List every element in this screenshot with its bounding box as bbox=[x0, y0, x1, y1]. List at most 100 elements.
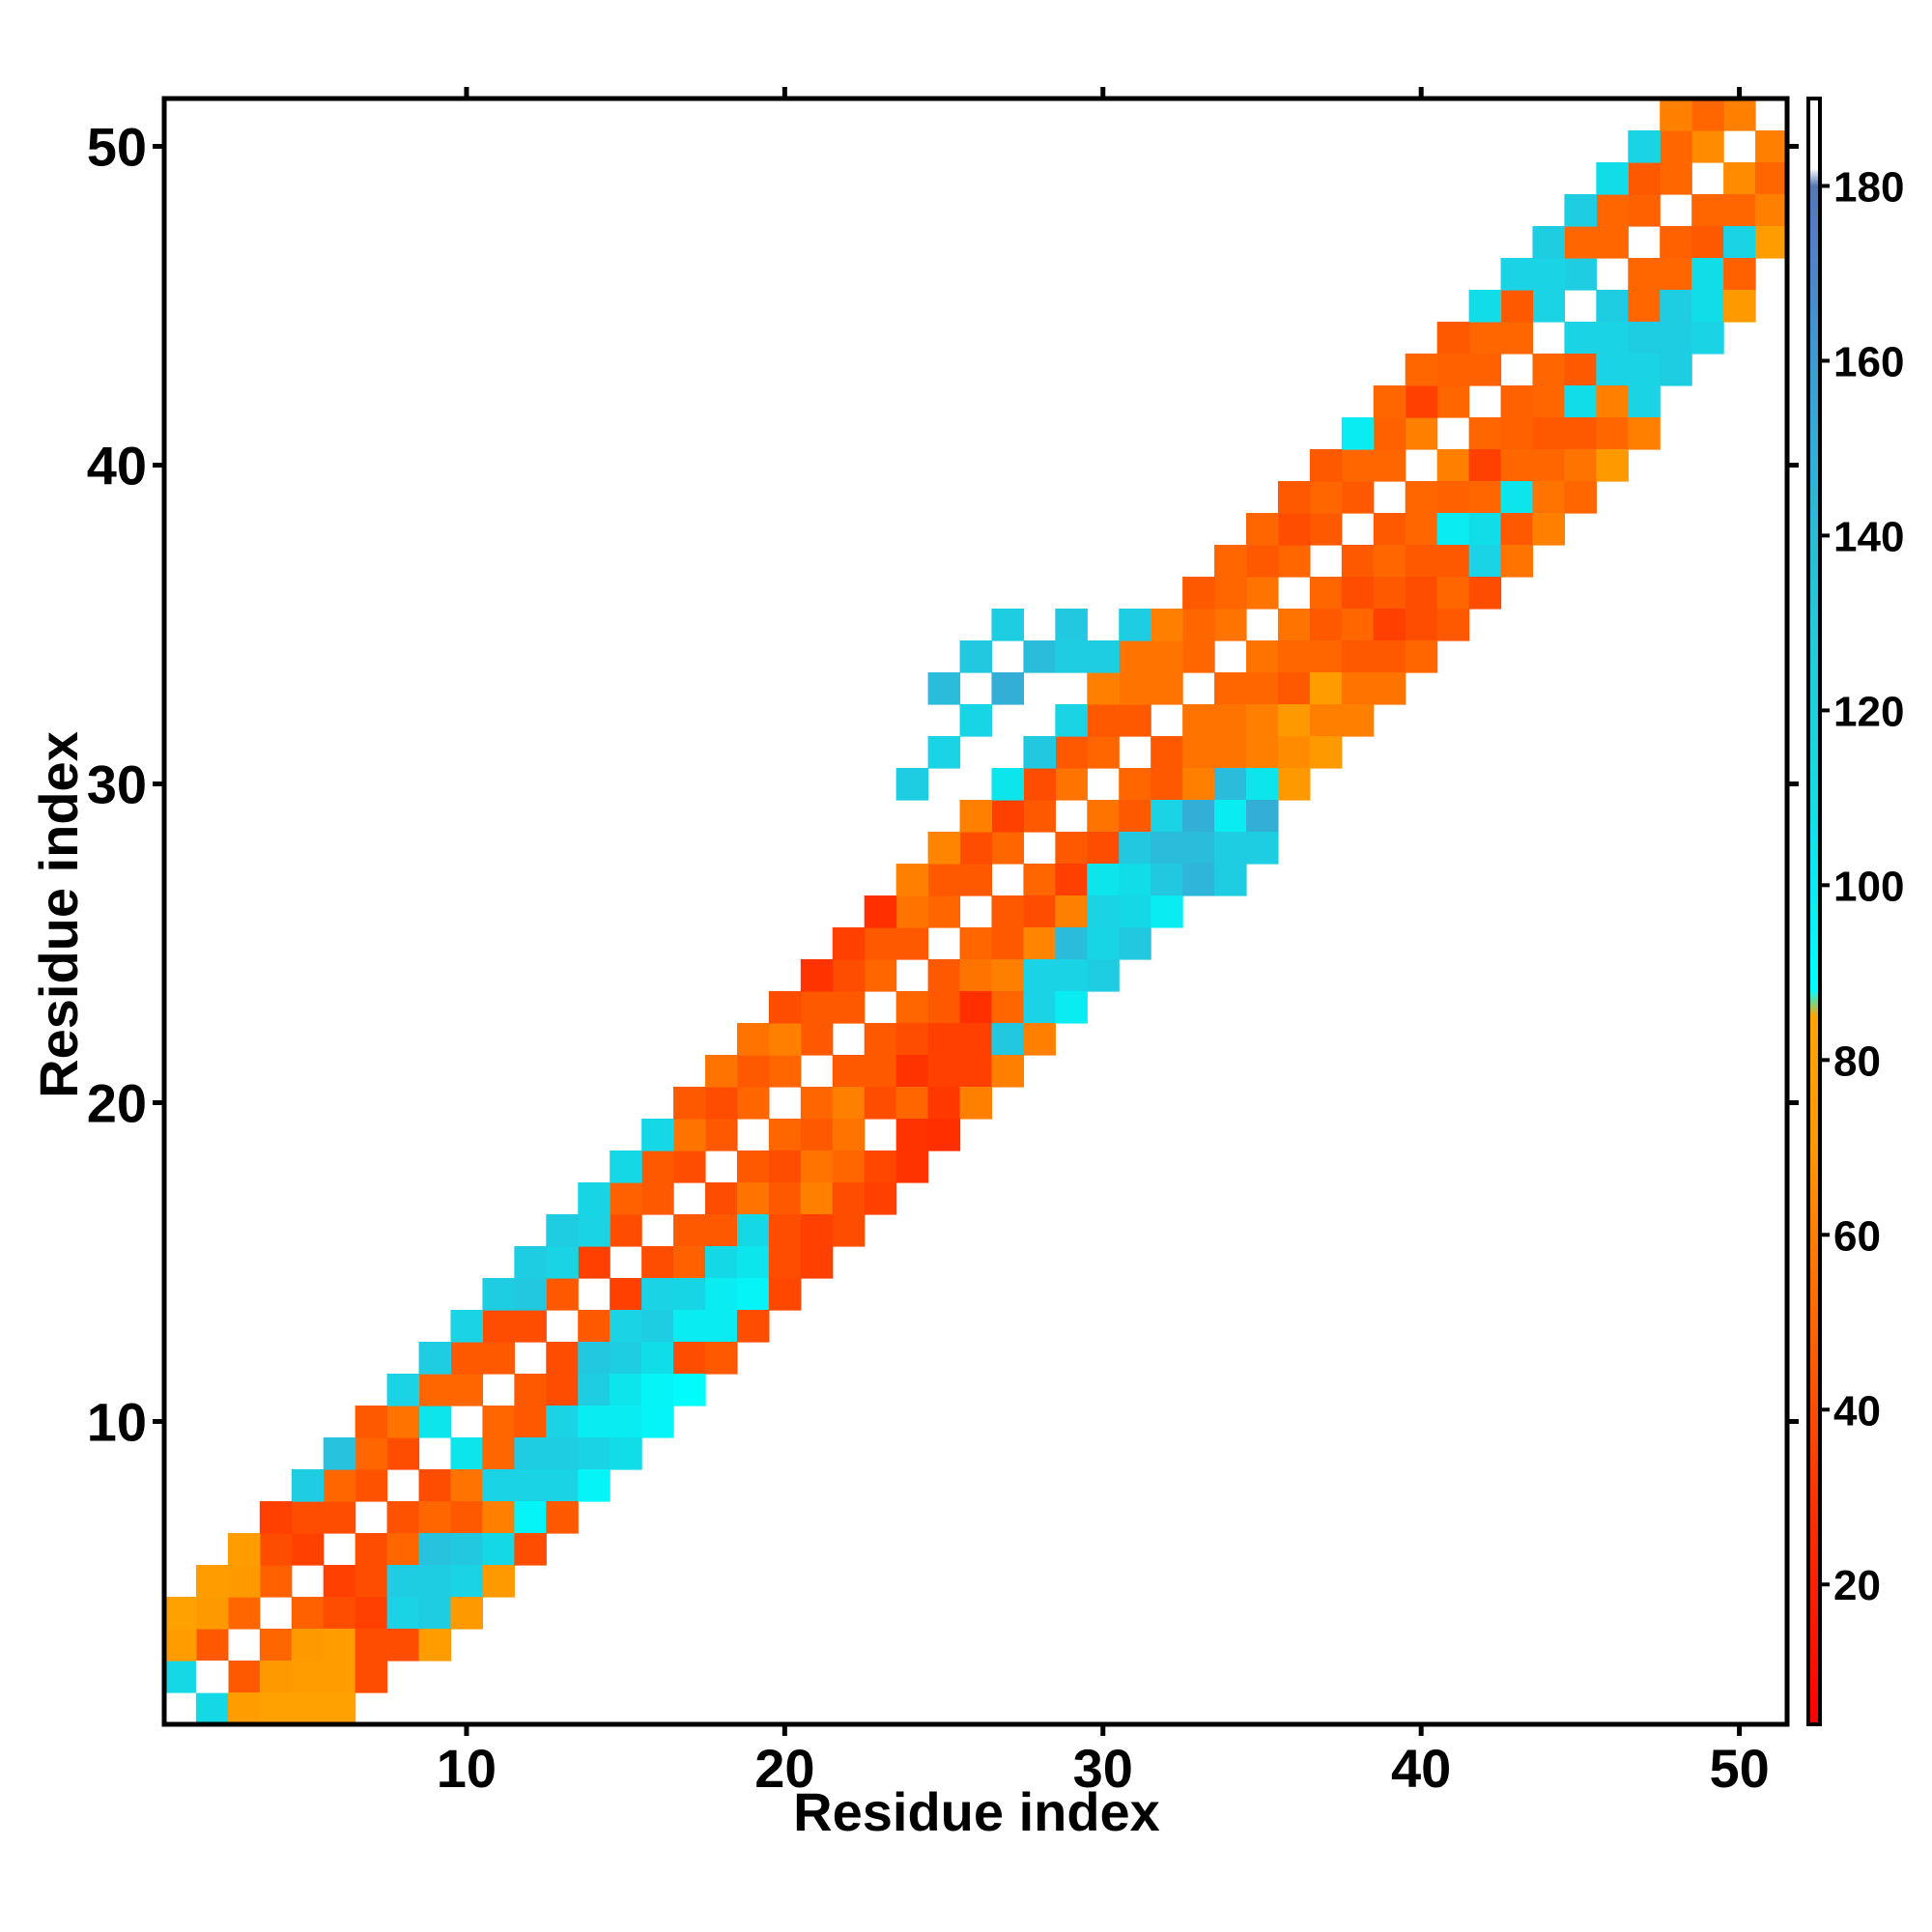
heatmap-cell bbox=[482, 1565, 515, 1598]
heatmap-cell bbox=[1660, 162, 1692, 195]
heatmap-cell bbox=[1119, 832, 1151, 865]
heatmap-cell bbox=[1691, 290, 1724, 323]
heatmap-cell bbox=[259, 1533, 293, 1566]
heatmap-cell bbox=[1436, 513, 1470, 546]
heatmap-cell bbox=[895, 895, 929, 928]
heatmap-cell bbox=[1023, 864, 1056, 896]
heatmap-cell bbox=[1246, 768, 1279, 801]
heatmap-cell bbox=[768, 1055, 802, 1088]
heatmap-cell bbox=[895, 1055, 929, 1088]
heatmap-cell bbox=[259, 1629, 293, 1662]
heatmap-cell bbox=[578, 1310, 611, 1343]
x-tick-label: 10 bbox=[437, 1738, 497, 1799]
heatmap-cell bbox=[1691, 322, 1724, 355]
heatmap-cell bbox=[1087, 959, 1120, 992]
heatmap-cell bbox=[1596, 385, 1629, 418]
heatmap-cell bbox=[1436, 354, 1470, 386]
heatmap-cell bbox=[1373, 385, 1406, 418]
heatmap-cell bbox=[991, 991, 1025, 1024]
heatmap-cell bbox=[1341, 577, 1375, 610]
heatmap-cell bbox=[578, 1469, 611, 1502]
heatmap-cell bbox=[864, 1182, 897, 1215]
heatmap-cell bbox=[927, 1055, 961, 1088]
heatmap-cell bbox=[1182, 832, 1215, 865]
heatmap-cell bbox=[514, 1406, 547, 1438]
heatmap-cell bbox=[1341, 449, 1375, 482]
heatmap-cell bbox=[991, 609, 1025, 641]
heatmap-cell bbox=[546, 1246, 579, 1279]
heatmap-cell bbox=[546, 1278, 579, 1311]
heatmap-cell bbox=[1246, 640, 1279, 673]
heatmap-cell bbox=[1182, 736, 1215, 769]
heatmap-cell bbox=[832, 959, 866, 992]
heatmap-cell bbox=[578, 1437, 611, 1470]
heatmap-cell bbox=[641, 1406, 674, 1438]
heatmap-cell bbox=[959, 1055, 993, 1088]
heatmap-cells bbox=[164, 99, 1788, 1725]
heatmap-cell bbox=[736, 1182, 770, 1215]
heatmap-cell bbox=[1373, 672, 1406, 705]
heatmap-cell bbox=[1182, 768, 1215, 801]
heatmap-cell bbox=[1532, 481, 1566, 514]
heatmap-cell bbox=[1596, 417, 1629, 450]
heatmap-cell bbox=[927, 959, 961, 992]
heatmap-cell bbox=[1246, 545, 1279, 578]
heatmap-cell bbox=[482, 1533, 515, 1566]
heatmap-cell bbox=[895, 1023, 929, 1056]
heatmap-cell bbox=[1691, 194, 1724, 227]
heatmap-cell bbox=[1277, 704, 1311, 737]
heatmap-cell bbox=[895, 768, 929, 801]
heatmap-cell bbox=[1660, 130, 1692, 163]
heatmap-cell bbox=[1151, 736, 1183, 769]
heatmap-cell bbox=[1660, 226, 1692, 259]
heatmap-cell bbox=[1214, 736, 1247, 769]
heatmap-cell bbox=[705, 1342, 738, 1375]
heatmap-cell bbox=[1119, 609, 1151, 641]
heatmap-cell bbox=[1023, 895, 1056, 928]
colorbar-tick-label: 180 bbox=[1833, 163, 1904, 211]
heatmap-cell bbox=[1309, 449, 1343, 482]
heatmap-cell bbox=[991, 832, 1025, 865]
heatmap-cell bbox=[768, 1278, 802, 1311]
heatmap-cell bbox=[1023, 768, 1056, 801]
heatmap-cell bbox=[641, 1182, 674, 1215]
heatmap-cell bbox=[227, 1597, 261, 1630]
heatmap-cell bbox=[895, 991, 929, 1024]
heatmap-cell bbox=[1246, 736, 1279, 769]
heatmap-cell bbox=[800, 1214, 834, 1247]
heatmap-cell bbox=[1055, 959, 1088, 992]
heatmap-cell bbox=[991, 927, 1025, 960]
heatmap-cell bbox=[1691, 258, 1724, 291]
heatmap-cell bbox=[959, 1023, 993, 1056]
heatmap-cell bbox=[1341, 609, 1375, 641]
heatmap-cell bbox=[1596, 449, 1629, 482]
heatmap-cell bbox=[1119, 864, 1151, 896]
heatmap-cell bbox=[1055, 832, 1088, 865]
heatmap-cell bbox=[546, 1342, 579, 1375]
heatmap-cell bbox=[259, 1692, 293, 1725]
heatmap-cell bbox=[482, 1342, 515, 1375]
heatmap-cell bbox=[673, 1246, 706, 1279]
heatmap-cell bbox=[227, 1533, 261, 1566]
heatmap-cell bbox=[1214, 800, 1247, 833]
heatmap-cell bbox=[1151, 800, 1183, 833]
heatmap-cell bbox=[705, 1055, 738, 1088]
heatmap-cell bbox=[1341, 545, 1375, 578]
heatmap-cell bbox=[1309, 481, 1343, 514]
heatmap-cell bbox=[1055, 736, 1088, 769]
heatmap-cell bbox=[1309, 672, 1343, 705]
heatmap-cell bbox=[641, 1119, 674, 1151]
heatmap-cell bbox=[164, 1661, 197, 1693]
heatmap-cell bbox=[864, 1151, 897, 1183]
heatmap-cell bbox=[1500, 449, 1534, 482]
heatmap-cell bbox=[259, 1501, 293, 1534]
heatmap-cell bbox=[610, 1406, 642, 1438]
heatmap-cell bbox=[1436, 322, 1470, 355]
heatmap-cell bbox=[1405, 577, 1438, 610]
heatmap-cell bbox=[1405, 354, 1438, 386]
y-axis-ticks: 10 20 30 40 50 bbox=[87, 117, 1799, 1453]
heatmap-cell bbox=[832, 1087, 866, 1120]
heatmap-cell bbox=[1500, 417, 1534, 450]
heatmap-cell bbox=[323, 1565, 356, 1598]
heatmap-cell bbox=[673, 1214, 706, 1247]
